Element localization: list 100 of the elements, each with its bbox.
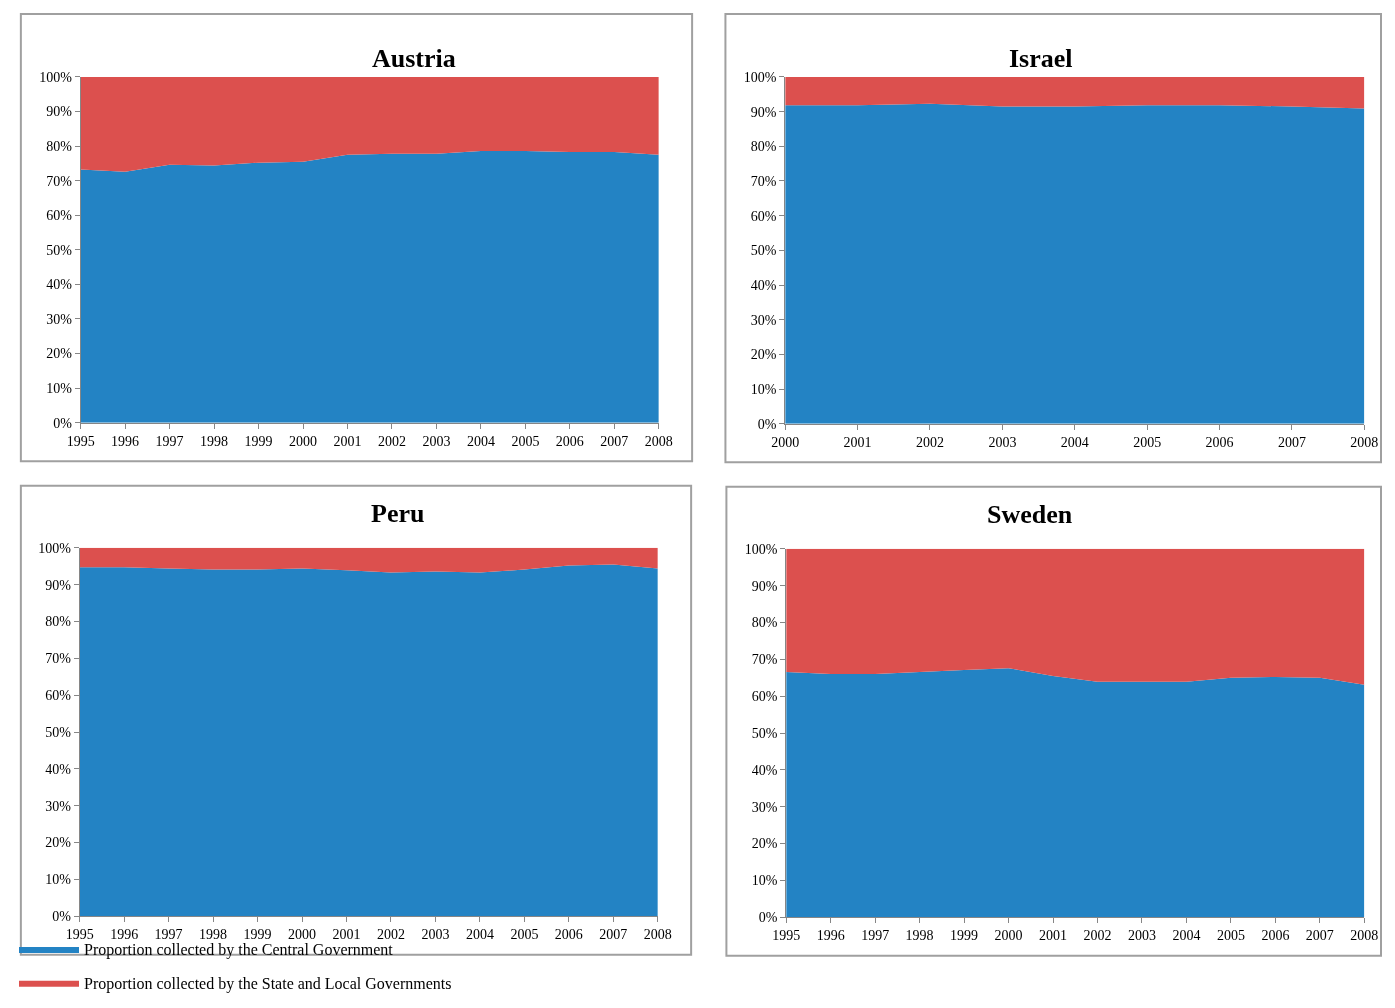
x-tick-label: 1998 (905, 928, 934, 944)
x-tick-label: 2002 (376, 927, 405, 943)
x-tick-label: 1996 (111, 433, 140, 449)
y-tick-label: 10% (46, 381, 73, 397)
y-tick-label: 80% (45, 614, 72, 630)
x-tick-label: 1996 (110, 927, 139, 943)
y-tick-label: 90% (45, 577, 72, 593)
y-tick-label: 70% (45, 651, 72, 667)
y-tick-label: 0% (52, 909, 72, 925)
y-tick-label: 100% (743, 69, 777, 85)
chart-title: Peru (371, 499, 425, 528)
x-tick-label: 1998 (199, 927, 228, 943)
y-tick-label: 30% (751, 799, 778, 815)
x-tick-label: 2008 (1350, 928, 1379, 944)
x-tick-label: 2001 (333, 433, 362, 449)
y-tick-label: 80% (46, 139, 73, 154)
x-tick-label: 2002 (1083, 928, 1112, 944)
y-tick-label: 60% (751, 689, 778, 705)
x-tick-label: 2004 (1060, 434, 1089, 450)
chart-title: Austria (372, 44, 456, 73)
y-tick-label: 60% (45, 688, 72, 704)
x-tick-label: 2003 (1127, 928, 1156, 944)
y-tick-label: 0% (758, 910, 778, 926)
y-tick-label: 60% (750, 208, 777, 224)
y-tick-label: 30% (750, 312, 777, 328)
y-tick-label: 40% (751, 762, 778, 778)
legend-label: Proportion collected by the State and Local Governments (84, 974, 452, 993)
x-tick-label: 1997 (155, 433, 184, 449)
x-tick-label: 2006 (554, 927, 583, 943)
y-tick-label: 50% (750, 243, 777, 259)
y-tick-label: 50% (45, 724, 72, 740)
y-tick-label: 100% (39, 69, 73, 85)
x-tick-label: 1999 (244, 433, 273, 449)
x-tick-label: 2003 (422, 433, 451, 449)
y-tick-label: 20% (750, 347, 777, 363)
y-tick-label: 90% (46, 104, 73, 120)
y-tick-label: 20% (46, 346, 73, 362)
y-tick-label: 40% (750, 277, 777, 293)
x-tick-label: 2003 (988, 434, 1017, 450)
x-tick-label: 1998 (200, 433, 229, 449)
y-tick-label: 70% (751, 652, 778, 668)
y-tick-label: 80% (750, 139, 777, 155)
x-tick-label: 2000 (994, 928, 1023, 944)
y-tick-label: 30% (45, 798, 72, 814)
x-tick-label: 1995 (66, 433, 95, 449)
x-tick-label: 2004 (465, 927, 494, 943)
x-tick-label: 2006 (1205, 434, 1234, 450)
x-tick-label: 2005 (1216, 928, 1245, 944)
x-tick-label: 2003 (421, 927, 450, 943)
legend-label: Proportion collected by the Central Government (84, 941, 394, 960)
y-tick-label: 90% (750, 104, 777, 120)
x-tick-label: 2008 (643, 927, 672, 943)
y-tick-label: 20% (45, 835, 72, 851)
x-tick-label: 2000 (771, 434, 800, 450)
x-tick-label: 1995 (65, 927, 94, 943)
x-tick-label: 2008 (644, 433, 673, 449)
x-tick-label: 2001 (843, 434, 872, 450)
y-tick-label: 10% (45, 872, 72, 888)
x-tick-label: 2000 (288, 927, 317, 943)
x-tick-label: 2001 (332, 927, 361, 943)
y-tick-label: 50% (46, 242, 73, 258)
y-tick-label: 30% (46, 311, 73, 327)
x-tick-label: 2004 (466, 433, 495, 449)
x-tick-label: 1997 (861, 928, 890, 944)
y-tick-label: 0% (53, 415, 73, 431)
x-tick-label: 2005 (511, 433, 540, 449)
x-tick-label: 1999 (243, 927, 272, 943)
x-tick-label: 1999 (950, 928, 979, 944)
chart-title: Sweden (987, 500, 1073, 529)
x-tick-label: 2002 (377, 433, 406, 449)
x-tick-label: 1996 (816, 928, 845, 944)
x-tick-label: 2000 (289, 433, 318, 449)
y-tick-label: 10% (751, 873, 778, 889)
y-tick-label: 50% (751, 725, 778, 741)
y-tick-label: 60% (46, 208, 73, 224)
x-tick-label: 2005 (510, 927, 539, 943)
x-tick-label: 2004 (1172, 928, 1201, 944)
x-tick-label: 2007 (1305, 928, 1334, 944)
x-tick-label: 2006 (1261, 928, 1290, 944)
x-tick-label: 2002 (915, 434, 944, 450)
x-tick-label: 2001 (1039, 928, 1068, 944)
x-tick-label: 2006 (555, 433, 584, 449)
y-tick-label: 100% (38, 540, 72, 556)
y-tick-label: 20% (751, 836, 778, 852)
y-tick-label: 80% (751, 615, 778, 631)
y-tick-label: 10% (750, 381, 777, 397)
y-tick-label: 40% (45, 761, 72, 777)
x-tick-label: 2008 (1350, 434, 1379, 450)
x-tick-label: 2007 (599, 927, 628, 943)
x-tick-label: 2007 (1277, 434, 1306, 450)
x-tick-label: 1995 (772, 928, 801, 944)
x-tick-label: 2007 (600, 433, 629, 449)
y-tick-label: 40% (46, 277, 73, 293)
x-tick-label: 1997 (154, 927, 183, 943)
chart-title: Israel (1009, 44, 1073, 73)
y-tick-label: 90% (751, 578, 778, 594)
y-tick-label: 0% (757, 416, 777, 432)
x-tick-label: 2005 (1133, 434, 1162, 450)
y-tick-label: 100% (744, 541, 778, 557)
y-tick-label: 70% (46, 173, 73, 189)
